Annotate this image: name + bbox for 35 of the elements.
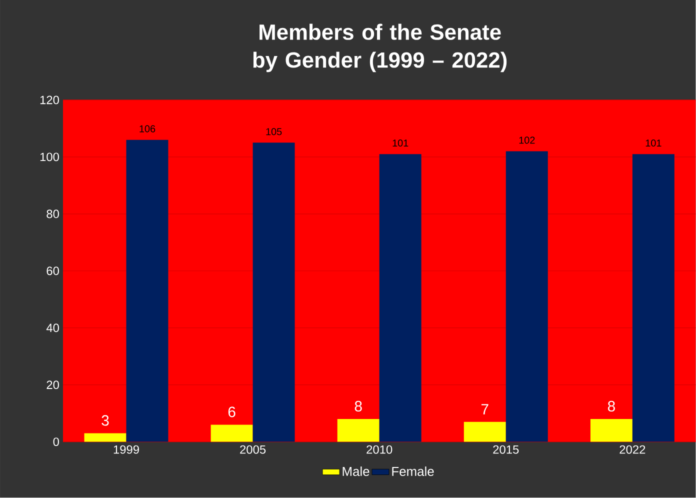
x-tick-label: 2022 [620,445,646,454]
data-label: 8 [608,401,615,412]
y-tick-label: 120 [40,96,59,104]
y-tick-label: 60 [46,266,59,276]
chart-title: Members of the Senate by Gender (1999 – 2022) [253,24,507,72]
bar [210,424,253,442]
x-tick-label: 2005 [240,445,266,454]
bar [506,151,548,442]
legend-label: Female [392,466,434,476]
bar [84,433,126,442]
data-label: 106 [140,125,156,132]
x-tick-label: 2015 [493,445,519,454]
bar [252,142,295,442]
data-label: 101 [646,140,662,147]
data-label: 7 [482,404,488,414]
y-tick-label: 20 [46,380,59,390]
x-tick-label: 1999 [114,445,139,454]
legend-label: Male [342,466,370,476]
bar [379,154,422,442]
bar [590,419,632,442]
data-label: 3 [102,415,109,426]
bar [632,154,674,442]
bar [126,140,168,442]
bar [464,422,506,442]
y-tick-label: 80 [46,210,59,218]
bar [337,419,380,442]
data-label: 8 [354,401,362,412]
data-label: 105 [266,128,282,136]
x-tick-label: 2010 [366,445,392,454]
data-label: 101 [392,140,408,147]
y-tick-label: 100 [40,152,59,162]
y-tick-label: 40 [46,324,59,332]
y-tick-label: 0 [53,438,59,446]
data-label: 102 [519,136,535,144]
data-label: 6 [228,406,236,418]
